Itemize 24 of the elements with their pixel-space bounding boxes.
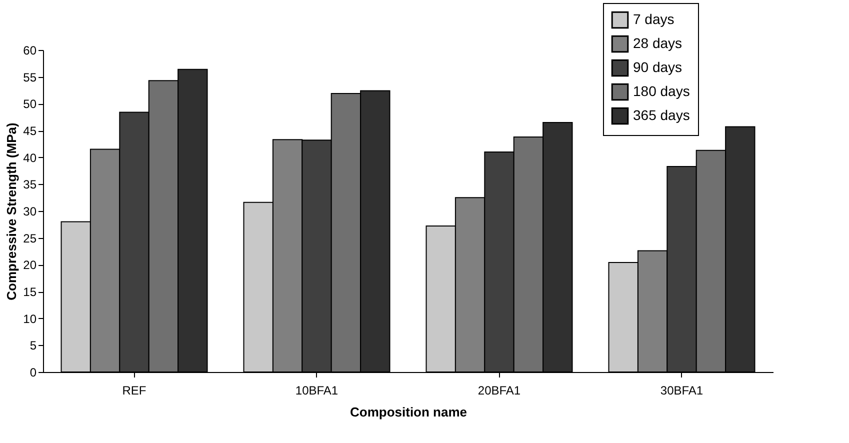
y-tick-label: 55 xyxy=(23,70,37,84)
y-axis-title: Compressive Strength (MPa) xyxy=(4,122,20,300)
y-tick-label: 20 xyxy=(23,258,37,272)
y-tick-label: 25 xyxy=(23,231,37,246)
legend-label: 28 days xyxy=(633,35,682,51)
y-tick-label: 35 xyxy=(23,178,37,192)
y-tick-label: 50 xyxy=(23,97,37,112)
legend-label: 90 days xyxy=(633,59,682,75)
y-tick-label: 5 xyxy=(30,338,37,353)
y-tick-label: 45 xyxy=(23,124,37,138)
x-tick-label: 10BFA1 xyxy=(295,384,338,398)
x-tick-label: 20BFA1 xyxy=(478,384,521,398)
y-tick-label: 30 xyxy=(23,204,37,218)
x-tick-label: REF xyxy=(122,384,146,398)
x-tick-label: 30BFA1 xyxy=(660,384,704,398)
legend-label: 365 days xyxy=(633,107,690,123)
legend-label: 7 days xyxy=(633,11,674,27)
y-tick-label: 15 xyxy=(23,285,37,299)
y-tick-label: 60 xyxy=(23,44,37,58)
y-tick-label: 10 xyxy=(23,312,37,326)
x-axis-title: Composition name xyxy=(350,404,468,420)
y-tick-label: 40 xyxy=(23,150,37,165)
y-tick-label: 0 xyxy=(30,366,37,380)
legend-label: 180 days xyxy=(633,83,690,99)
